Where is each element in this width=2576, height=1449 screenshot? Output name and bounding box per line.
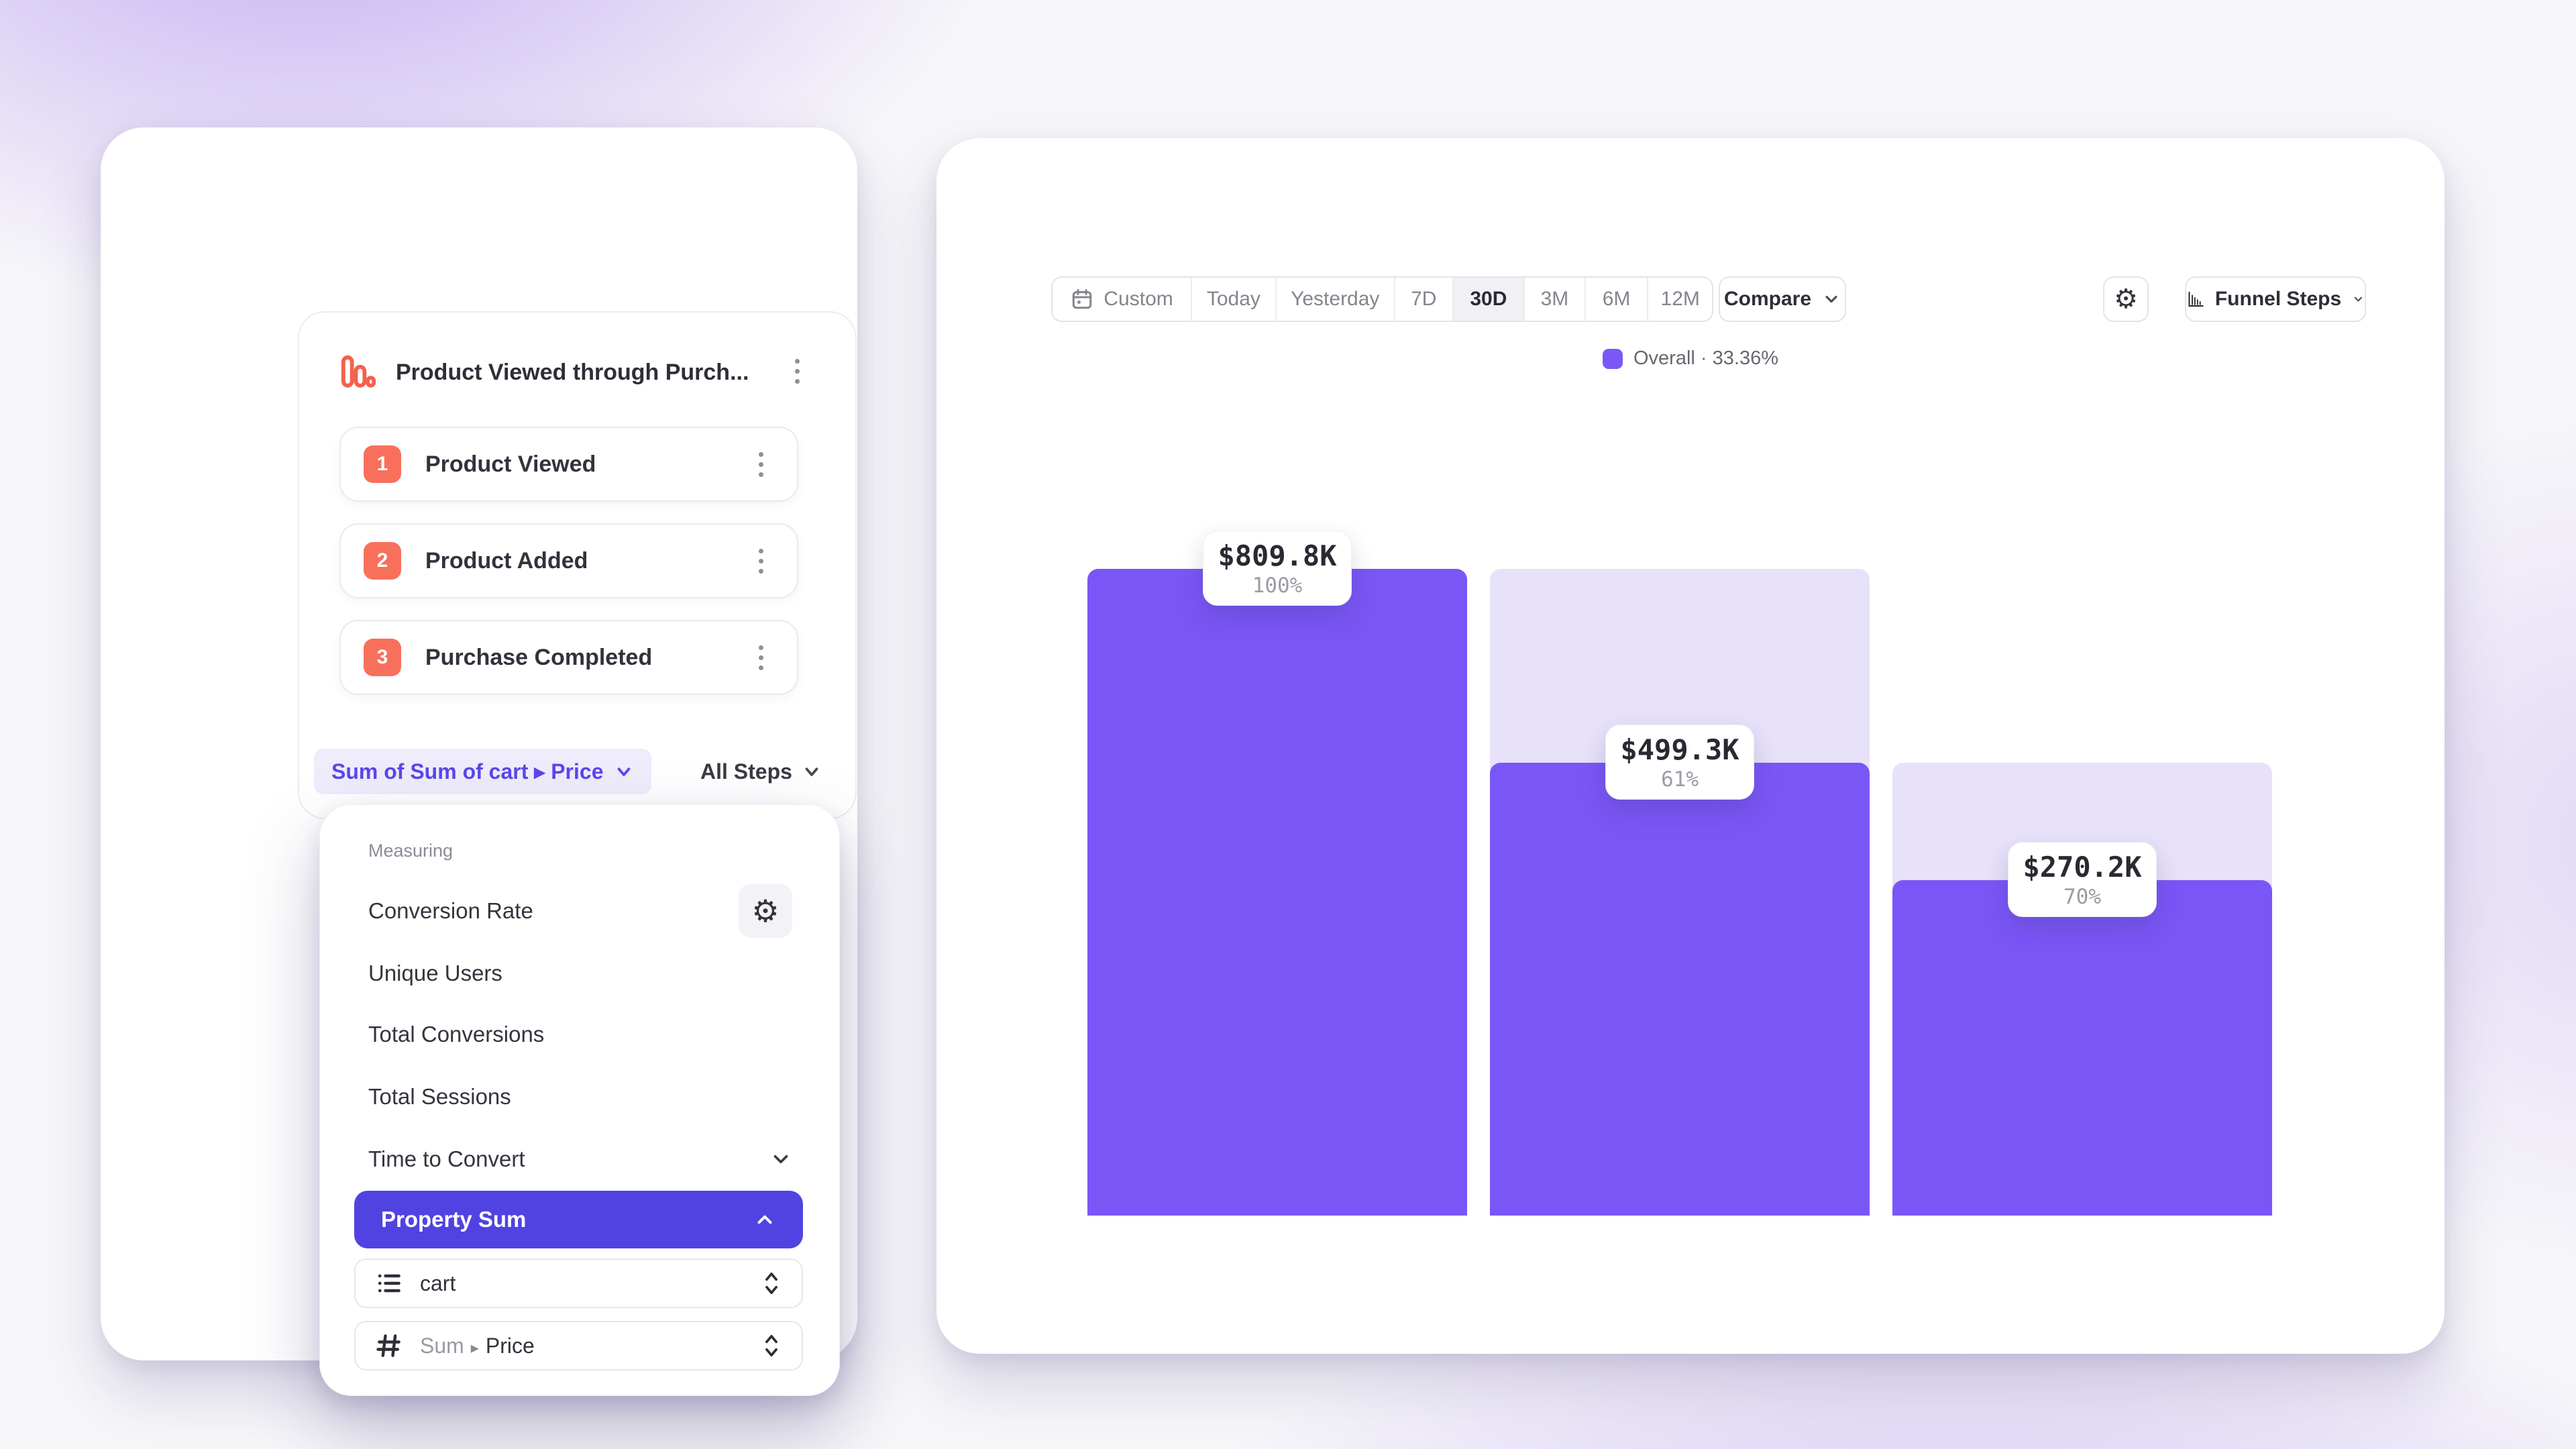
bar-value-label: $270.2K (2023, 850, 2142, 883)
funnel-builder-card: Product Viewed through Purch... 1 Produc… (101, 127, 857, 1396)
step-menu-button[interactable] (747, 444, 774, 484)
funnel-bar-step-1[interactable]: $809.8K 100% (1087, 531, 1467, 1216)
date-range-custom[interactable]: Custom (1053, 278, 1193, 321)
bar-solid (1892, 880, 2272, 1216)
compare-button[interactable]: Compare (1719, 276, 1846, 322)
funnel-bar-step-3[interactable]: $270.2K 70% (1892, 569, 2272, 1216)
bar-value-label: $499.3K (1620, 733, 1739, 766)
chart-settings-button[interactable]: ⚙ (2103, 276, 2149, 322)
chevron-down-icon (805, 767, 818, 776)
chevron-down-icon (618, 767, 631, 776)
calendar-icon (1073, 289, 1092, 309)
menu-item-unique-users[interactable]: Unique Users (368, 961, 502, 985)
date-range-today[interactable]: Today (1192, 278, 1277, 321)
measuring-menu: Measuring Conversion Rate ⚙ Unique Users… (319, 804, 840, 1396)
aggregate-select[interactable]: Sum ▸ Price (354, 1321, 803, 1371)
aggregate-select-value: Sum ▸ Price (420, 1333, 535, 1358)
legend-swatch (1603, 348, 1623, 369)
bar-percent-label: 61% (1661, 767, 1699, 792)
step-label: Product Viewed (425, 451, 596, 477)
steps-filter-dropdown[interactable]: All Steps (700, 749, 822, 794)
menu-item-total-sessions[interactable]: Total Sessions (368, 1084, 511, 1109)
chevron-down-icon (1825, 295, 1837, 303)
funnel-menu-button[interactable] (784, 351, 810, 391)
property-select-value: cart (420, 1271, 456, 1295)
menu-item-conversion-rate[interactable]: Conversion Rate ⚙ (350, 880, 811, 942)
date-range-yesterday[interactable]: Yesterday (1277, 278, 1395, 321)
menu-item-property-sum-selected[interactable]: Property Sum (354, 1191, 803, 1248)
step-number-badge: 1 (364, 445, 401, 483)
measure-selector-pill[interactable]: Sum of Sum of cart ▸ Price (314, 749, 652, 794)
bar-tooltip: $809.8K 100% (1203, 531, 1352, 606)
gear-icon: ⚙ (751, 894, 780, 928)
select-stepper-icon (765, 1334, 777, 1357)
funnel-step-row-3[interactable]: 3 Purchase Completed (339, 620, 798, 695)
bar-tooltip: $270.2K 70% (2008, 842, 2157, 917)
menu-item-time-to-convert[interactable]: Time to Convert (350, 1128, 811, 1190)
step-label: Product Added (425, 547, 588, 574)
select-stepper-icon (765, 1272, 777, 1295)
date-range-3m[interactable]: 3M (1525, 278, 1586, 321)
bar-solid (1087, 569, 1467, 1216)
date-range-6m[interactable]: 6M (1586, 278, 1649, 321)
date-range-30d-active[interactable]: 30D (1453, 278, 1525, 321)
steps-filter-label: All Steps (700, 759, 792, 784)
step-number-badge: 2 (364, 542, 401, 580)
date-range-control: Custom Today Yesterday 7D 30D 3M 6M 12M (1051, 276, 1713, 322)
step-label: Purchase Completed (425, 644, 653, 670)
step-number-badge: 3 (364, 639, 401, 676)
legend-label: Overall · 33.36% (1633, 347, 1778, 369)
measure-selector-label: Sum of Sum of cart ▸ Price (331, 759, 604, 784)
property-select[interactable]: cart (354, 1258, 803, 1308)
gear-icon: ⚙ (2114, 284, 2138, 314)
chart-type-dropdown[interactable]: Funnel Steps (2185, 276, 2366, 322)
chevron-down-icon (773, 1155, 788, 1164)
bar-solid (1490, 763, 1870, 1216)
funnel-title: Product Viewed through Purch... (396, 359, 749, 385)
hash-icon (376, 1334, 400, 1357)
chart-legend: Overall · 33.36% (936, 347, 2445, 370)
bar-tooltip: $499.3K 61% (1605, 724, 1754, 800)
funnel-step-row-2[interactable]: 2 Product Added (339, 523, 798, 598)
conversion-rate-settings-button[interactable]: ⚙ (739, 884, 792, 938)
bar-percent-label: 70% (2063, 884, 2101, 909)
chevron-up-icon (757, 1215, 772, 1224)
bar-percent-label: 100% (1252, 573, 1303, 598)
funnel-bar-chart: $809.8K 100% $499.3K 61% $270.2K 70% (1087, 531, 2272, 1216)
bar-value-label: $809.8K (1218, 539, 1337, 572)
funnel-bar-step-2[interactable]: $499.3K 61% (1490, 569, 1870, 1216)
step-menu-button[interactable] (747, 541, 774, 581)
funnel-step-row-1[interactable]: 1 Product Viewed (339, 427, 798, 502)
date-range-12m[interactable]: 12M (1660, 288, 1700, 310)
menu-item-total-conversions[interactable]: Total Conversions (368, 1022, 545, 1046)
chevron-down-icon (2354, 297, 2363, 302)
funnel-steps-chart-icon (2188, 291, 2204, 307)
date-range-7d[interactable]: 7D (1395, 278, 1454, 321)
funnel-title-row: Product Viewed through Purch... (339, 342, 798, 402)
funnel-chart-icon (339, 354, 377, 391)
list-icon (378, 1274, 400, 1293)
menu-section-label: Measuring (368, 841, 453, 861)
step-menu-button[interactable] (747, 637, 774, 678)
